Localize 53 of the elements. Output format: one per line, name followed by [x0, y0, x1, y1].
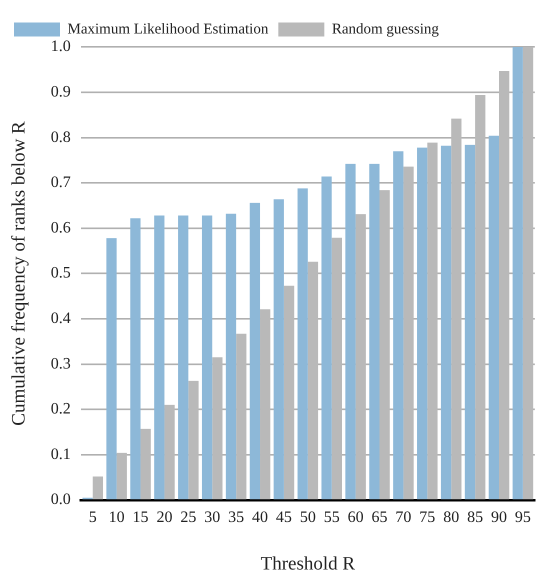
bar: [154, 216, 164, 500]
y-tick-label: 0.4: [50, 310, 71, 328]
x-tick-label: 65: [372, 508, 388, 526]
bar: [512, 47, 523, 500]
x-tick-label: 5: [88, 508, 97, 526]
y-axis-title: Cumulative frequency of ranks below R: [8, 120, 30, 426]
y-tick-label: 0.5: [50, 264, 71, 282]
x-tick-label: 35: [228, 508, 244, 526]
y-tick-label: 0.6: [50, 219, 71, 236]
y-tick-label: 0.0: [50, 491, 71, 508]
bar: [345, 164, 356, 500]
bar: [250, 202, 260, 500]
x-tick-label: 50: [300, 508, 316, 526]
bar: [178, 216, 188, 500]
x-tick-label: 60: [348, 508, 364, 526]
bar: [417, 148, 428, 500]
y-tick-label: 1.0: [50, 38, 71, 56]
bar: [202, 216, 212, 500]
bar: [274, 199, 284, 500]
bar: [464, 144, 476, 500]
bar: [321, 176, 332, 500]
bar: [226, 214, 236, 500]
x-tick-label: 40: [252, 508, 268, 526]
x-tick-label: 90: [491, 508, 507, 526]
bar: [488, 136, 499, 500]
bar: [369, 164, 380, 500]
bar: [92, 476, 104, 500]
x-tick-label: 45: [276, 508, 292, 526]
x-tick-label: 95: [514, 508, 531, 526]
x-tick-label: 75: [419, 508, 436, 526]
y-tick-label: 0.3: [50, 355, 71, 372]
x-tick-label: 85: [467, 508, 484, 526]
x-tick-label: 70: [395, 508, 412, 526]
y-tick-label: 0.7: [50, 174, 71, 192]
bar: [298, 188, 308, 500]
x-tick-label: 15: [132, 508, 149, 526]
y-tick-label: 0.8: [50, 128, 71, 146]
x-tick-label: 20: [156, 508, 172, 526]
x-tick-label: 25: [180, 508, 196, 526]
bar: [393, 151, 404, 500]
y-tick-label: 0.1: [50, 446, 71, 463]
x-axis-title: Threshold R: [260, 554, 356, 575]
bar: [106, 238, 117, 500]
legend-label: Random guessing: [332, 21, 440, 38]
bar: [440, 146, 452, 500]
y-tick-label: 0.2: [50, 400, 71, 418]
x-tick-label: 55: [324, 508, 340, 526]
y-tick-label: 0.9: [50, 84, 71, 101]
bar: [130, 218, 141, 500]
x-tick-label: 10: [108, 508, 125, 526]
x-tick-label: 30: [204, 508, 220, 526]
legend-label: Maximum Likelihood Estimation: [68, 21, 269, 38]
x-tick-label: 80: [443, 508, 460, 526]
